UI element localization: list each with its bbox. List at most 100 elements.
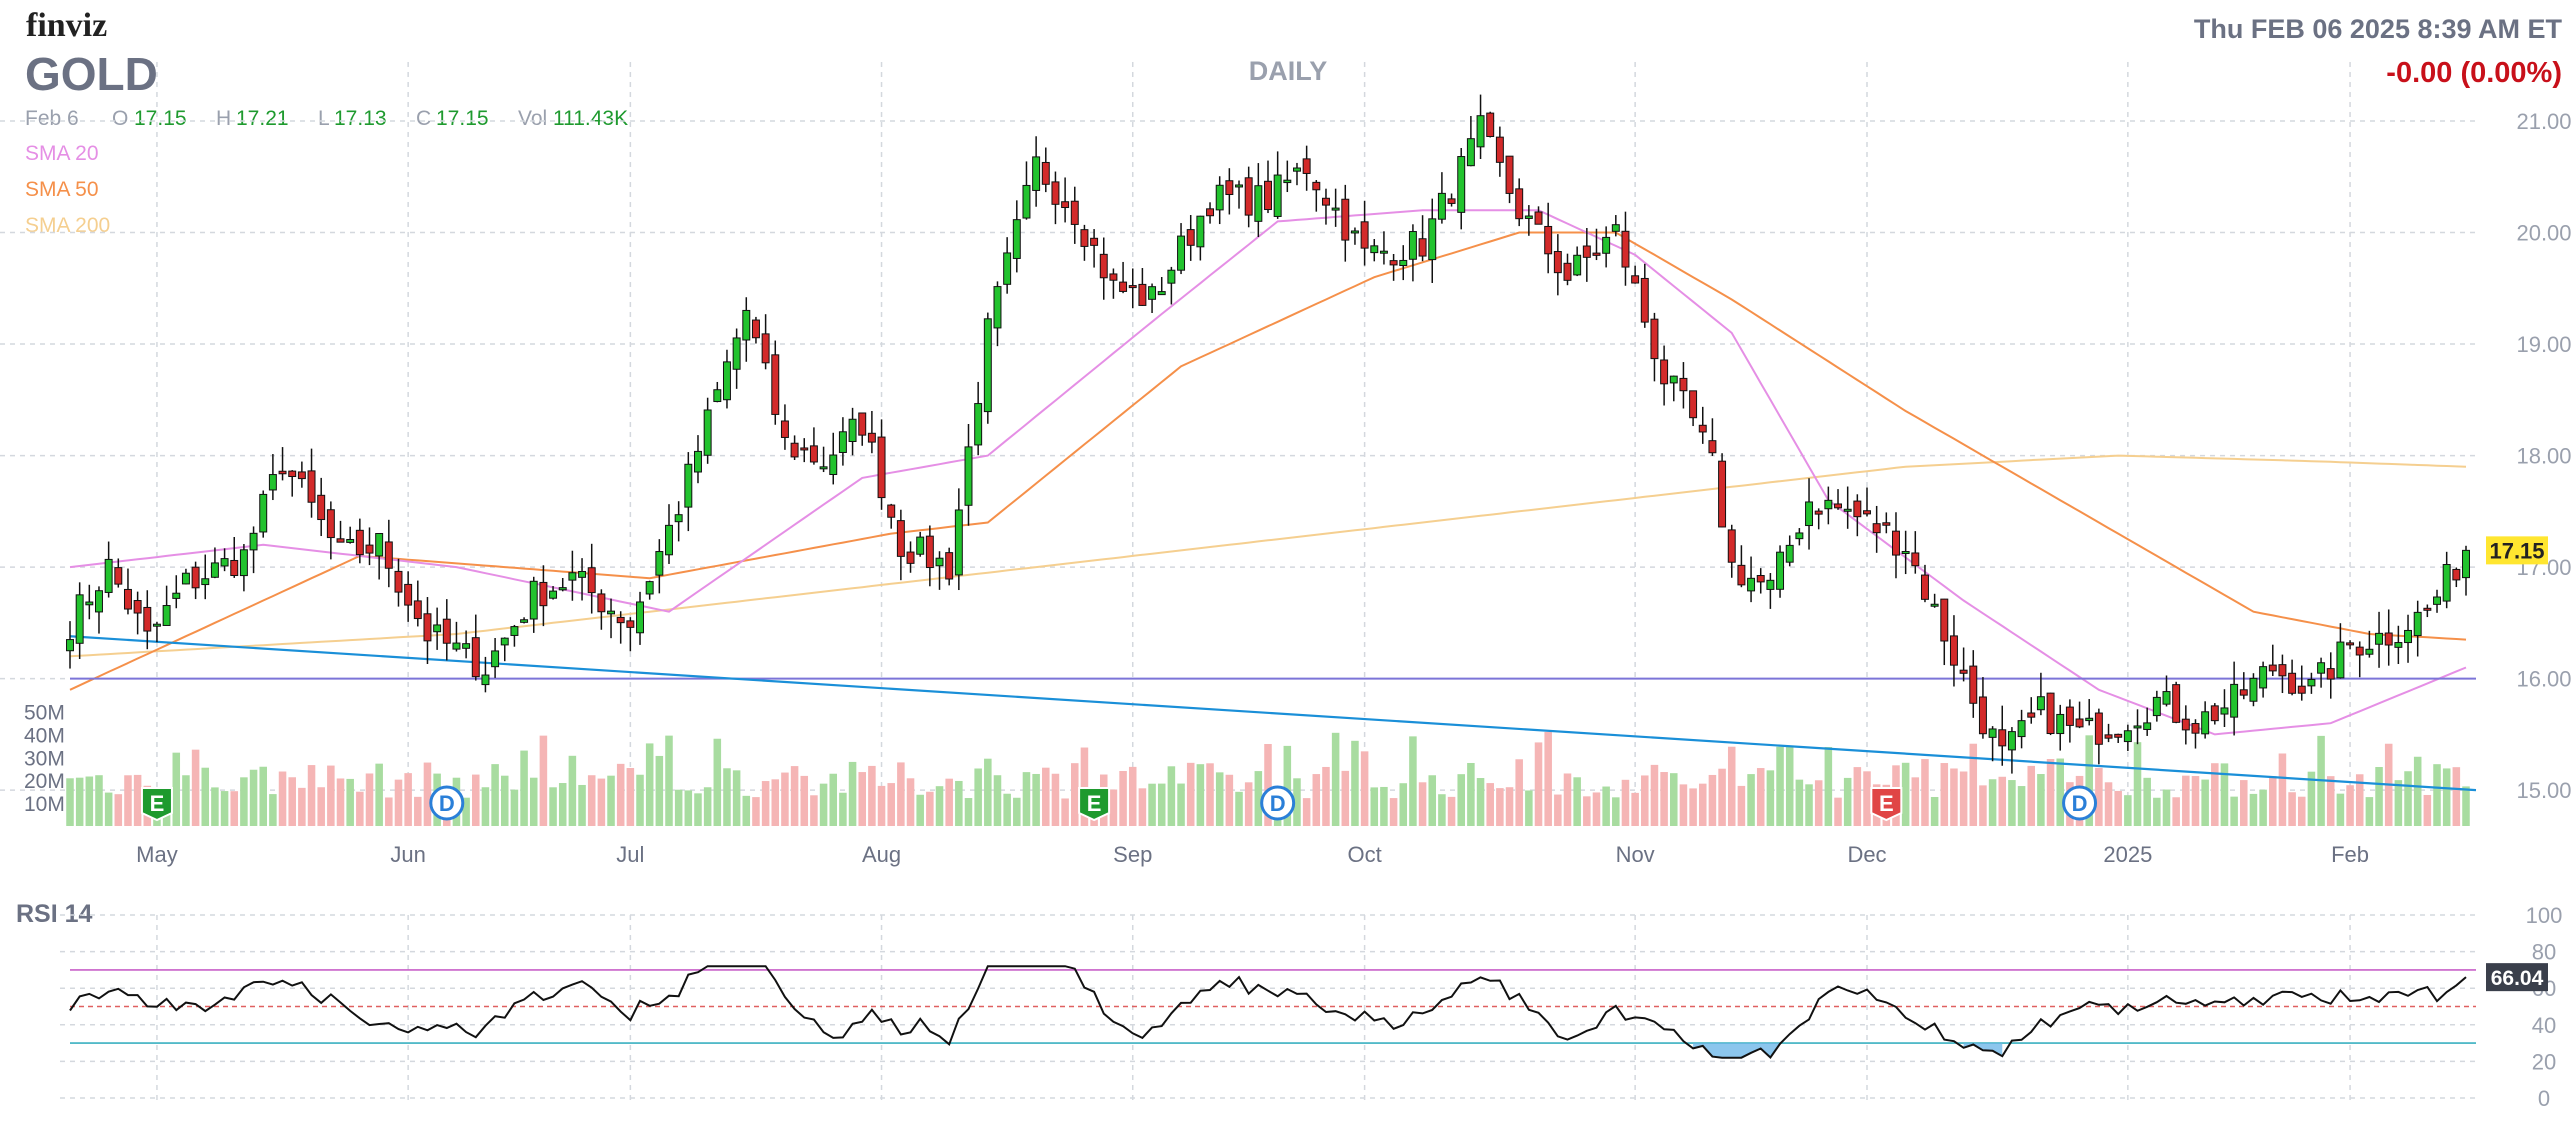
candle-body: [1805, 501, 1814, 527]
volume-bar: [1167, 766, 1176, 826]
candle: [751, 316, 760, 344]
volume-bar: [365, 773, 374, 826]
price-tick-label: 21.00: [2516, 109, 2571, 134]
candle-body: [1882, 522, 1891, 526]
candle-body: [1988, 728, 1997, 738]
volume-bar: [1998, 776, 2007, 826]
candle: [1756, 568, 1765, 594]
candle-body: [877, 436, 886, 499]
timeframe-label[interactable]: DAILY: [1249, 56, 1328, 86]
candle: [384, 519, 393, 588]
volume-tick-label: 30M: [24, 747, 65, 770]
candle: [1099, 237, 1108, 300]
candle: [2336, 623, 2345, 679]
high-value: 17.21: [236, 107, 289, 130]
candle-body: [2384, 632, 2393, 646]
candle: [578, 558, 587, 601]
candle-body: [1582, 245, 1591, 258]
earnings-marker[interactable]: E: [140, 787, 173, 822]
candle-body: [655, 551, 664, 576]
earnings-marker[interactable]: E: [1078, 787, 1111, 822]
volume-bar: [2191, 776, 2200, 826]
rsi-value-label: 66.04: [2491, 967, 2544, 990]
candle: [278, 447, 287, 481]
candle: [1051, 171, 1060, 225]
volume-bar: [848, 761, 857, 826]
candle-body: [607, 610, 616, 615]
candle: [471, 614, 480, 681]
volume-bar: [1670, 773, 1678, 826]
candle: [1660, 345, 1669, 406]
candle-body: [75, 594, 84, 644]
volume-bar: [220, 791, 229, 826]
volume-bar: [385, 797, 393, 826]
month-label: May: [136, 842, 178, 867]
rsi-tick-label: 80: [2532, 940, 2556, 965]
volume-bar: [1235, 791, 1243, 826]
earnings-marker[interactable]: E: [1870, 787, 1903, 822]
candle: [172, 575, 181, 609]
candle-body: [964, 446, 973, 506]
volume-bar: [1756, 768, 1765, 826]
candle-body: [2230, 683, 2239, 718]
candle-body: [549, 590, 558, 599]
volume-bar: [2220, 763, 2229, 826]
candle-body: [85, 601, 94, 606]
candle: [655, 539, 664, 594]
price-pane[interactable]: [66, 94, 2477, 792]
close-label: C: [416, 107, 431, 130]
candle-body: [1293, 167, 1301, 172]
candle: [1959, 647, 1968, 682]
legend-sma20[interactable]: SMA 20: [25, 142, 99, 165]
candle-body: [838, 431, 847, 453]
candle: [1157, 277, 1166, 296]
candle: [1602, 226, 1611, 268]
finviz-logo[interactable]: finviz: [26, 7, 107, 44]
candle: [201, 554, 210, 600]
volume-bar: [1727, 746, 1736, 826]
volume-bar: [394, 779, 403, 826]
candle-body: [1660, 359, 1669, 385]
candle-body: [1235, 184, 1243, 188]
dividend-marker-shape: [1260, 785, 1296, 821]
candle: [1882, 512, 1891, 534]
candle: [210, 547, 219, 579]
candle: [1534, 206, 1543, 225]
candle-body: [1032, 156, 1041, 191]
volume-bar: [674, 789, 683, 826]
dividend-marker[interactable]: D: [429, 785, 465, 821]
candle-body: [1350, 230, 1359, 234]
candle-body: [703, 409, 712, 456]
candle-body: [558, 587, 567, 591]
volume-bar: [2182, 775, 2190, 826]
candle-body: [172, 592, 181, 599]
dividend-marker[interactable]: D: [1260, 785, 1296, 821]
candle: [452, 621, 461, 652]
candle: [1457, 147, 1466, 230]
volume-bar: [375, 763, 383, 826]
candle-body: [2094, 712, 2103, 745]
legend-sma50[interactable]: SMA 50: [25, 178, 99, 201]
candle-body: [268, 474, 277, 491]
candle-body: [674, 514, 683, 523]
candle-body: [2268, 664, 2277, 672]
dividend-marker[interactable]: D: [2062, 785, 2098, 821]
candle-body: [1486, 112, 1495, 137]
candle-body: [771, 354, 780, 415]
candle: [684, 452, 693, 532]
rsi-pane[interactable]: [69, 965, 2476, 1060]
volume-bar: [1592, 792, 1601, 826]
candle: [761, 314, 770, 370]
candle: [394, 558, 403, 607]
volume-bar: [529, 777, 538, 826]
candle-body: [210, 562, 219, 578]
volume-bar: [713, 738, 722, 826]
rsi-line: [69, 965, 2467, 1060]
candle-body: [1534, 211, 1543, 225]
candle-body: [394, 570, 403, 593]
candle: [587, 543, 596, 614]
legend-sma200[interactable]: SMA 200: [25, 214, 110, 237]
volume-bar: [356, 791, 364, 826]
